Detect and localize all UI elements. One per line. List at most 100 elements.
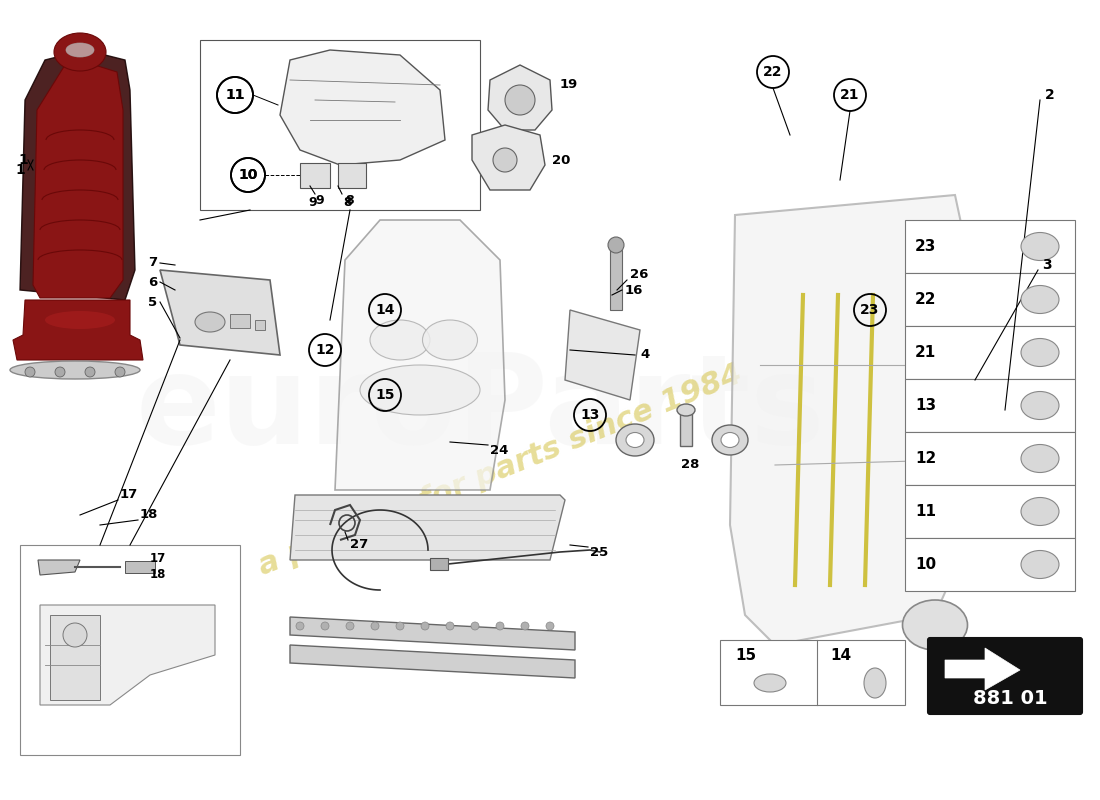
Ellipse shape: [1021, 445, 1059, 473]
Circle shape: [116, 367, 125, 377]
Bar: [255, 320, 265, 330]
Text: 10: 10: [239, 168, 257, 182]
Ellipse shape: [616, 424, 654, 456]
Bar: [338, 163, 366, 188]
Bar: [905, 326, 1075, 379]
Text: 21: 21: [915, 345, 936, 360]
Circle shape: [496, 622, 504, 630]
Circle shape: [55, 367, 65, 377]
Bar: [905, 538, 1075, 591]
Bar: [905, 220, 1075, 273]
Text: 15: 15: [375, 388, 395, 402]
Polygon shape: [565, 310, 640, 400]
Text: 8: 8: [345, 194, 353, 206]
Ellipse shape: [195, 312, 226, 332]
Text: 13: 13: [915, 398, 936, 413]
Text: 19: 19: [560, 78, 579, 91]
Bar: [20, 545, 240, 755]
Text: 21: 21: [840, 88, 860, 102]
Text: 17: 17: [120, 489, 139, 502]
Ellipse shape: [626, 433, 644, 447]
Circle shape: [85, 367, 95, 377]
Bar: [905, 379, 1075, 432]
Text: 11: 11: [226, 88, 244, 102]
Ellipse shape: [720, 433, 739, 447]
Bar: [300, 163, 330, 188]
Bar: [200, 40, 480, 210]
Text: 12: 12: [915, 451, 936, 466]
Ellipse shape: [1021, 233, 1059, 261]
Text: 28: 28: [681, 458, 700, 471]
Text: 14: 14: [830, 647, 851, 662]
Ellipse shape: [45, 311, 116, 329]
Text: 26: 26: [630, 269, 648, 282]
Ellipse shape: [1021, 550, 1059, 578]
Polygon shape: [290, 617, 575, 650]
Text: 18: 18: [150, 569, 166, 582]
Text: a passion for parts since 1984: a passion for parts since 1984: [254, 359, 746, 581]
Ellipse shape: [754, 674, 786, 692]
Ellipse shape: [10, 361, 140, 379]
Ellipse shape: [54, 33, 106, 71]
Text: 10: 10: [915, 557, 936, 572]
Circle shape: [471, 622, 478, 630]
Text: 5: 5: [147, 295, 157, 309]
Polygon shape: [472, 125, 544, 190]
Text: 6: 6: [147, 275, 157, 289]
Text: 1: 1: [18, 153, 28, 167]
Circle shape: [371, 622, 380, 630]
Text: 16: 16: [625, 283, 644, 297]
Circle shape: [521, 622, 529, 630]
FancyBboxPatch shape: [928, 638, 1082, 714]
Text: 7: 7: [147, 257, 157, 270]
Text: 18: 18: [140, 509, 158, 522]
Text: 17: 17: [150, 551, 166, 565]
Ellipse shape: [360, 365, 480, 415]
Circle shape: [346, 622, 354, 630]
Polygon shape: [730, 195, 975, 645]
Polygon shape: [20, 50, 135, 300]
Text: 22: 22: [763, 65, 783, 79]
Polygon shape: [336, 220, 505, 490]
Text: 22: 22: [915, 292, 936, 307]
Circle shape: [608, 237, 624, 253]
Bar: [905, 432, 1075, 485]
Polygon shape: [40, 605, 214, 705]
Bar: [125, 561, 155, 573]
Ellipse shape: [422, 320, 477, 360]
Circle shape: [25, 367, 35, 377]
Text: 8: 8: [343, 195, 352, 209]
Text: 11: 11: [915, 504, 936, 519]
Ellipse shape: [1021, 498, 1059, 526]
Polygon shape: [50, 615, 100, 700]
Text: 24: 24: [490, 443, 508, 457]
Bar: [680, 412, 692, 446]
Ellipse shape: [1021, 286, 1059, 314]
Text: 23: 23: [860, 303, 880, 317]
Ellipse shape: [902, 600, 968, 650]
Text: 1: 1: [15, 163, 24, 177]
Polygon shape: [290, 645, 575, 678]
Ellipse shape: [1021, 338, 1059, 366]
Text: 20: 20: [552, 154, 571, 166]
Polygon shape: [945, 648, 1020, 690]
Text: 15: 15: [735, 647, 756, 662]
Polygon shape: [965, 365, 1015, 545]
Circle shape: [321, 622, 329, 630]
Circle shape: [421, 622, 429, 630]
Circle shape: [63, 623, 87, 647]
Circle shape: [546, 622, 554, 630]
Ellipse shape: [370, 320, 430, 360]
Ellipse shape: [1021, 391, 1059, 419]
Bar: [905, 273, 1075, 326]
Polygon shape: [13, 300, 143, 360]
Bar: [610, 250, 621, 310]
Text: 23: 23: [915, 239, 936, 254]
Ellipse shape: [712, 425, 748, 455]
Text: 12: 12: [316, 343, 334, 357]
Polygon shape: [280, 50, 446, 165]
Bar: [720, 640, 905, 705]
Text: 9: 9: [315, 194, 323, 206]
Ellipse shape: [676, 404, 695, 416]
Ellipse shape: [66, 43, 94, 57]
